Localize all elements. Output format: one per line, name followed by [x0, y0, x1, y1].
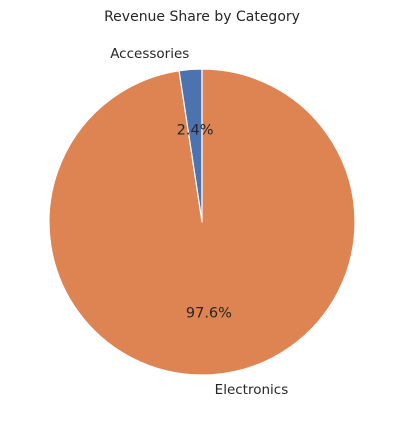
- pie-slice-electronics: [48, 68, 356, 376]
- pie-category-label-accessories: Accessories: [110, 46, 189, 62]
- pie-slices: [48, 68, 356, 376]
- chart-title: Revenue Share by Category: [104, 9, 300, 25]
- pie-pct-label-accessories: 2.4%: [177, 122, 214, 138]
- pie-pct-label-electronics: 97.6%: [186, 306, 232, 322]
- pie-labels: 2.4% Accessories 97.6% Electronics: [110, 46, 288, 398]
- pie-category-label-electronics: Electronics: [215, 382, 289, 398]
